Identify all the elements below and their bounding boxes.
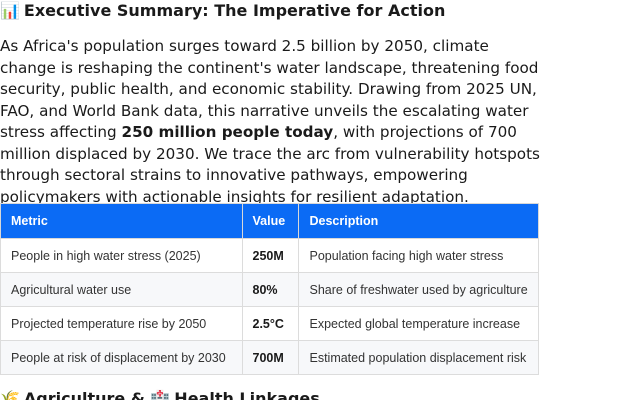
metric-cell: Projected temperature rise by 2050 <box>0 306 243 341</box>
table-row: Agricultural water use 80% Share of fres… <box>0 272 539 307</box>
agriculture-health-heading: 🌾 Agriculture & 🏥 Health Linkages <box>0 388 320 400</box>
description-cell: Population facing high water stress <box>298 238 539 273</box>
table-row: People in high water stress (2025) 250M … <box>0 238 539 273</box>
agriculture-title: Agriculture & <box>23 389 145 400</box>
wheat-icon: 🌾 <box>0 389 20 400</box>
intro-paragraph: As Africa's population surges toward 2.5… <box>0 36 540 208</box>
table-row: People at risk of displacement by 2030 7… <box>0 340 539 375</box>
table-header-row: Metric Value Description <box>0 203 539 239</box>
description-cell: Expected global temperature increase <box>298 306 539 341</box>
intro-text-end: , with projections of 700 million displa… <box>0 123 540 206</box>
header-value: Value <box>241 203 300 239</box>
description-cell: Share of freshwater used by agriculture <box>298 272 539 307</box>
hospital-icon: 🏥 <box>150 389 171 400</box>
table-row: Projected temperature rise by 2050 2.5°C… <box>0 306 539 341</box>
executive-summary-heading: 📊 Executive Summary: The Imperative for A… <box>0 0 445 22</box>
metrics-table: Metric Value Description People in high … <box>0 203 539 375</box>
value-cell: 250M <box>241 238 300 273</box>
intro-highlight: 250 million people today <box>121 123 334 141</box>
metric-cell: People at risk of displacement by 2030 <box>0 340 243 375</box>
executive-summary-title: Executive Summary: The Imperative for Ac… <box>23 1 446 20</box>
bar-chart-icon: 📊 <box>0 1 20 20</box>
description-cell: Estimated population displacement risk <box>298 340 539 375</box>
metric-cell: People in high water stress (2025) <box>0 238 243 273</box>
header-description: Description <box>298 203 539 239</box>
header-metric: Metric <box>0 203 243 239</box>
value-cell: 80% <box>241 272 300 307</box>
value-cell: 2.5°C <box>241 306 300 341</box>
metric-cell: Agricultural water use <box>0 272 243 307</box>
intro-text-start: As Africa's population surges toward 2.5… <box>0 37 539 141</box>
health-title: Health Linkages <box>174 389 320 400</box>
value-cell: 700M <box>241 340 300 375</box>
